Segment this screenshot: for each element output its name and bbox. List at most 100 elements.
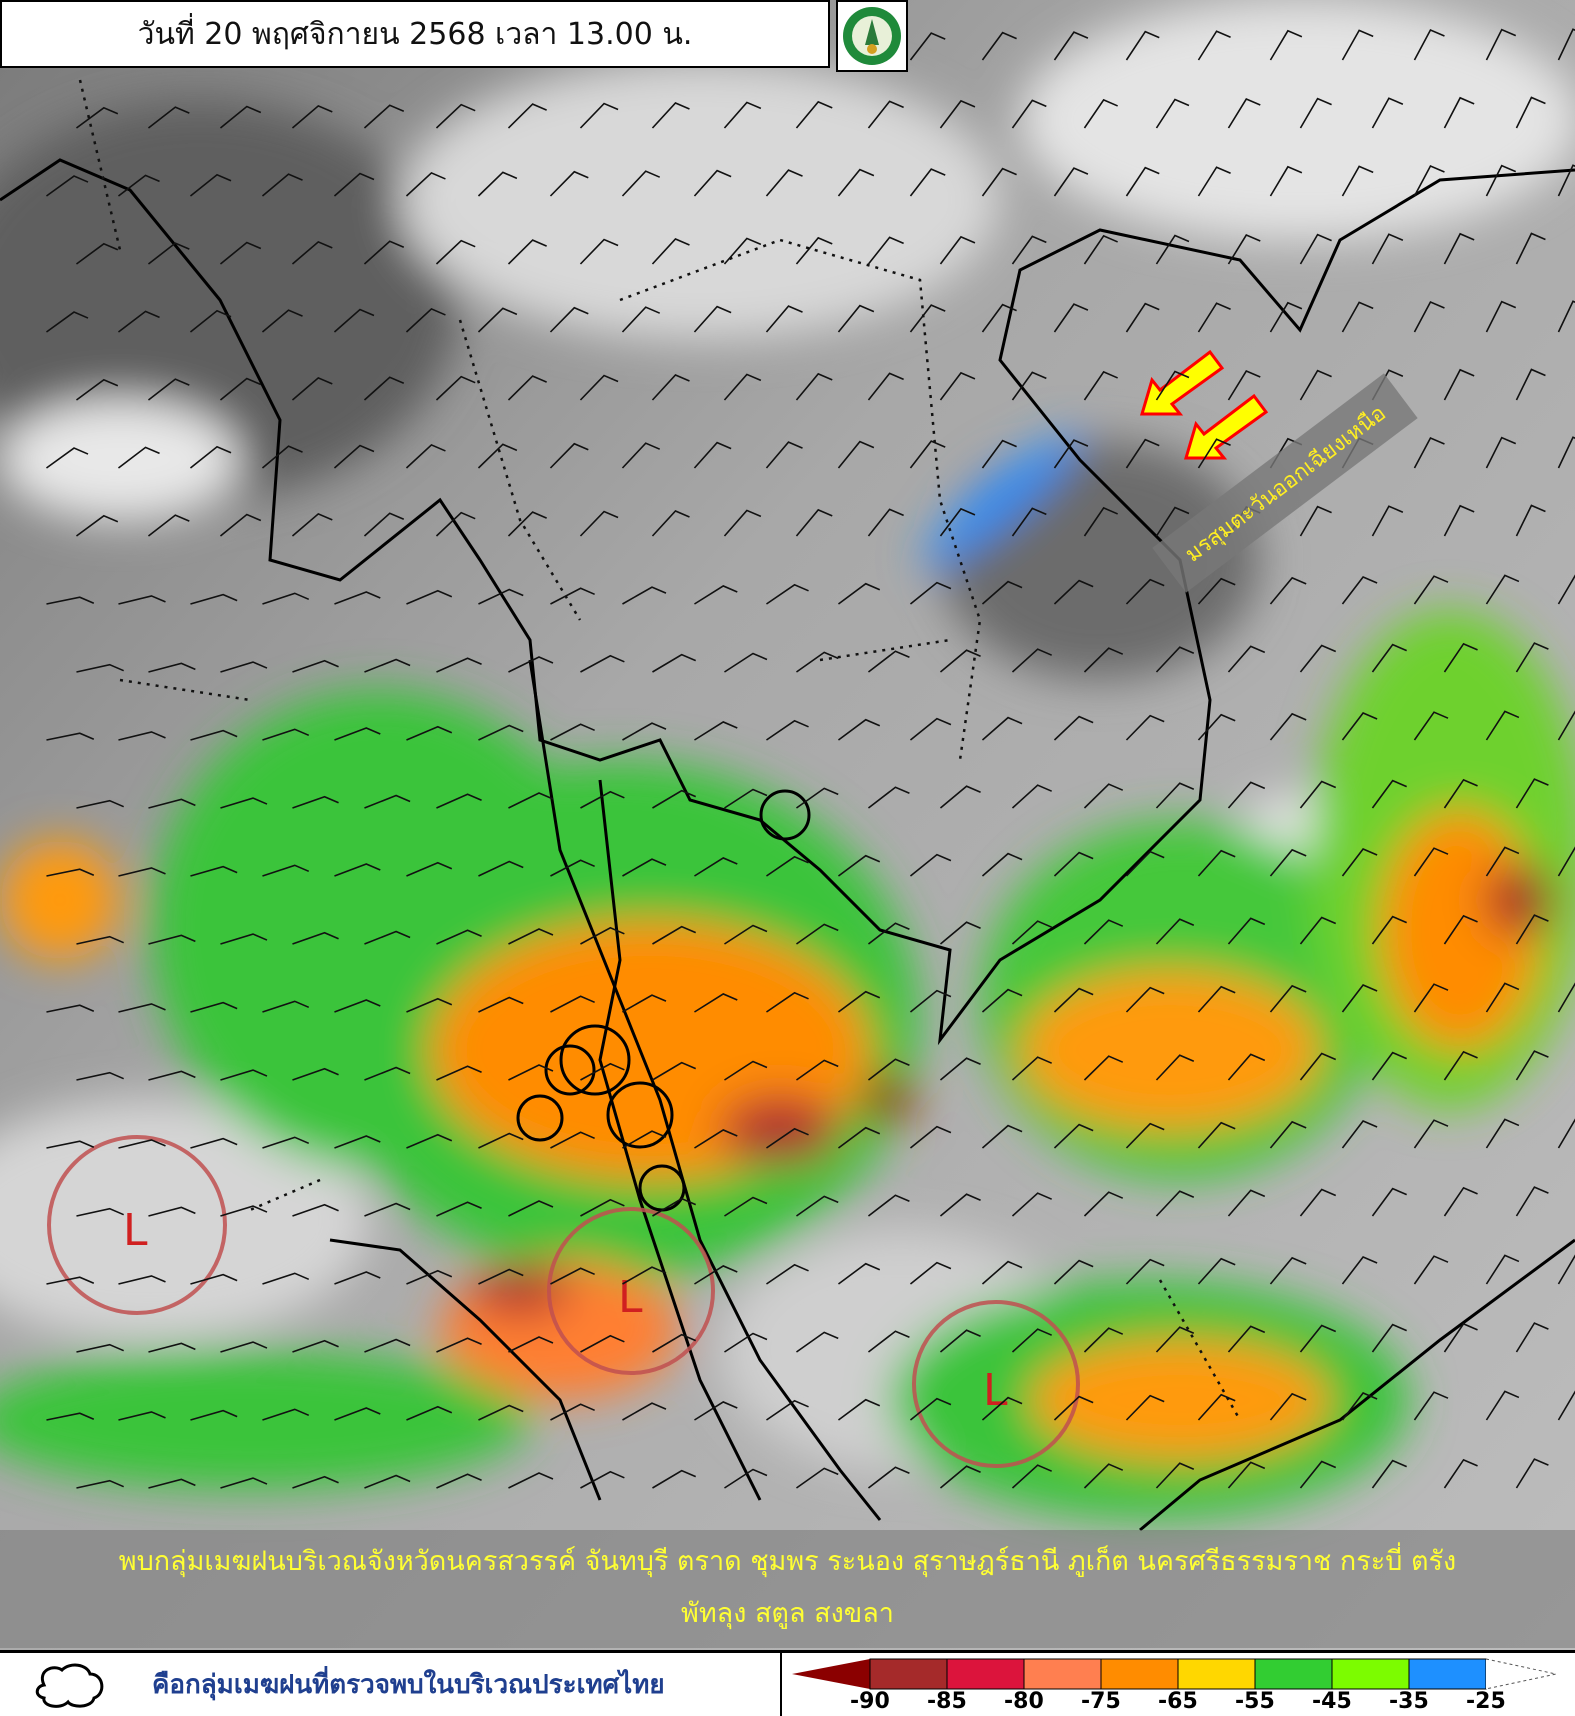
wind-barb-icon (694, 857, 738, 877)
wind-barb-icon (1515, 778, 1549, 809)
wind-barb-icon (406, 997, 453, 1013)
wind-barb-icon (549, 442, 589, 469)
wind-barb-icon (148, 1070, 196, 1081)
wind-barb-icon (1227, 781, 1266, 809)
wind-barb-icon (262, 1272, 310, 1285)
wind-barb-icon (75, 106, 119, 129)
wind-barb-icon (334, 591, 381, 605)
wind-barb-icon (190, 1001, 238, 1013)
legend-bar: คือกลุ่มเมฆฝนที่ตรวจพบในบริเวณประเทศไทย … (0, 1650, 1575, 1716)
rain-cloud-icon (35, 1663, 104, 1708)
low-pressure-label: L (983, 1365, 1008, 1416)
wind-barb-icon (478, 1132, 524, 1149)
wind-barb-icon (1269, 576, 1307, 605)
wind-barb-icon (1125, 438, 1160, 469)
wind-barb-icon (334, 999, 381, 1013)
wind-barb-icon (46, 175, 89, 197)
wind-barb-icon (190, 593, 238, 605)
wind-barb-icon (220, 1477, 268, 1489)
date-time-header: วันที่ 20 พฤศจิกายน 2568 เวลา 13.00 น. (0, 0, 830, 68)
wind-barb-icon (796, 1195, 839, 1217)
wind-barb-icon (190, 865, 238, 877)
wind-barb-icon (766, 1263, 809, 1285)
wind-barb-icon (909, 1125, 952, 1149)
wind-barb-icon (364, 658, 411, 673)
wind-barb-icon (1197, 438, 1231, 469)
wind-barb-icon (1197, 577, 1236, 605)
scale-tick-label: -35 (1389, 1689, 1429, 1714)
wind-barb-icon (723, 101, 762, 129)
wind-barb-icon (580, 790, 625, 809)
wind-barb-icon (1155, 98, 1190, 129)
wind-barb-icon (909, 989, 952, 1013)
wind-barb-icon (981, 303, 1017, 333)
scale-swatch (946, 1658, 1025, 1690)
wind-barb-icon (867, 786, 910, 809)
wind-barb-icon (909, 581, 952, 605)
wind-barb-icon (1053, 715, 1094, 741)
wind-barb-icon (1155, 918, 1195, 945)
wind-barb-icon (1011, 648, 1052, 673)
wind-barb-icon (1083, 1463, 1124, 1489)
wind-barb-icon (909, 32, 946, 61)
wind-barb-icon (909, 717, 952, 741)
low-pressure-label: L (618, 1272, 643, 1323)
tmd-seal-icon (843, 7, 901, 65)
wind-barb-icon (1485, 1118, 1520, 1149)
wind-barb-icon (478, 1404, 524, 1421)
wind-barb-icon (694, 993, 738, 1013)
cloud-legend-label: คือกลุ่มเมฆฝนที่ตรวจพบในบริเวณประเทศไทย (152, 1670, 665, 1700)
wind-barb-icon (867, 508, 904, 537)
wind-barb-icon (1515, 96, 1546, 129)
wind-barb-icon (1557, 300, 1575, 333)
wind-barb-icon (867, 236, 904, 265)
wind-barb-icon (909, 853, 952, 877)
wind-barb-icon (1011, 1056, 1052, 1081)
wind-barb-icon (1557, 710, 1575, 741)
wind-barb-icon (939, 785, 981, 809)
wind-barb-icon (621, 170, 661, 197)
wind-barb-icon (1485, 574, 1520, 605)
wind-barb-icon (117, 310, 160, 333)
wind-barb-icon (436, 929, 482, 945)
wind-barb-icon (1371, 779, 1407, 809)
wind-barb-icon (867, 372, 904, 401)
wind-barb-icon (262, 1136, 310, 1149)
wind-barb-icon (364, 1066, 411, 1081)
wind-barb-icon (1443, 1186, 1478, 1217)
tmd-logo (836, 0, 908, 72)
wind-barb-icon (1341, 29, 1374, 61)
scale-swatch (1408, 1658, 1487, 1690)
wind-barb-icon (1371, 643, 1407, 673)
wind-barb-icon (508, 1064, 554, 1081)
wind-barb-icon (909, 168, 946, 197)
wind-barb-icon (76, 935, 124, 945)
wind-barb-icon (867, 1466, 910, 1489)
wind-barb-icon (867, 1194, 910, 1217)
wind-barb-icon (1011, 1192, 1052, 1217)
wind-barb-icon (1155, 1190, 1195, 1217)
wind-barb-icon (1557, 28, 1575, 61)
wind-barb-icon (1197, 30, 1231, 61)
wind-barb-icon (1083, 919, 1124, 945)
wind-barb-icon (1515, 914, 1549, 945)
wind-barb-icon (1485, 28, 1517, 61)
wind-barb-icon (1443, 232, 1475, 265)
wind-barb-icon (837, 1262, 881, 1285)
wind-barb-icon (262, 592, 310, 605)
wind-barb-icon (118, 1275, 166, 1285)
wind-barb-icon (1557, 1390, 1575, 1421)
wind-barb-icon (220, 1341, 268, 1353)
wind-barb-icon (867, 1058, 910, 1081)
wind-barb-icon (981, 167, 1017, 197)
wind-barb-icon (1515, 1322, 1549, 1353)
wind-barb-icon (1371, 505, 1404, 537)
wind-barb-icon (1413, 436, 1445, 469)
wind-barb-icon (508, 1336, 554, 1353)
wind-barb-icon (652, 1333, 697, 1353)
wind-barb-icon (909, 304, 946, 333)
wind-barb-icon (550, 1403, 595, 1421)
wind-barb-icon (334, 1407, 381, 1421)
wind-barb-icon (46, 732, 95, 741)
wind-barb-icon (550, 587, 595, 605)
